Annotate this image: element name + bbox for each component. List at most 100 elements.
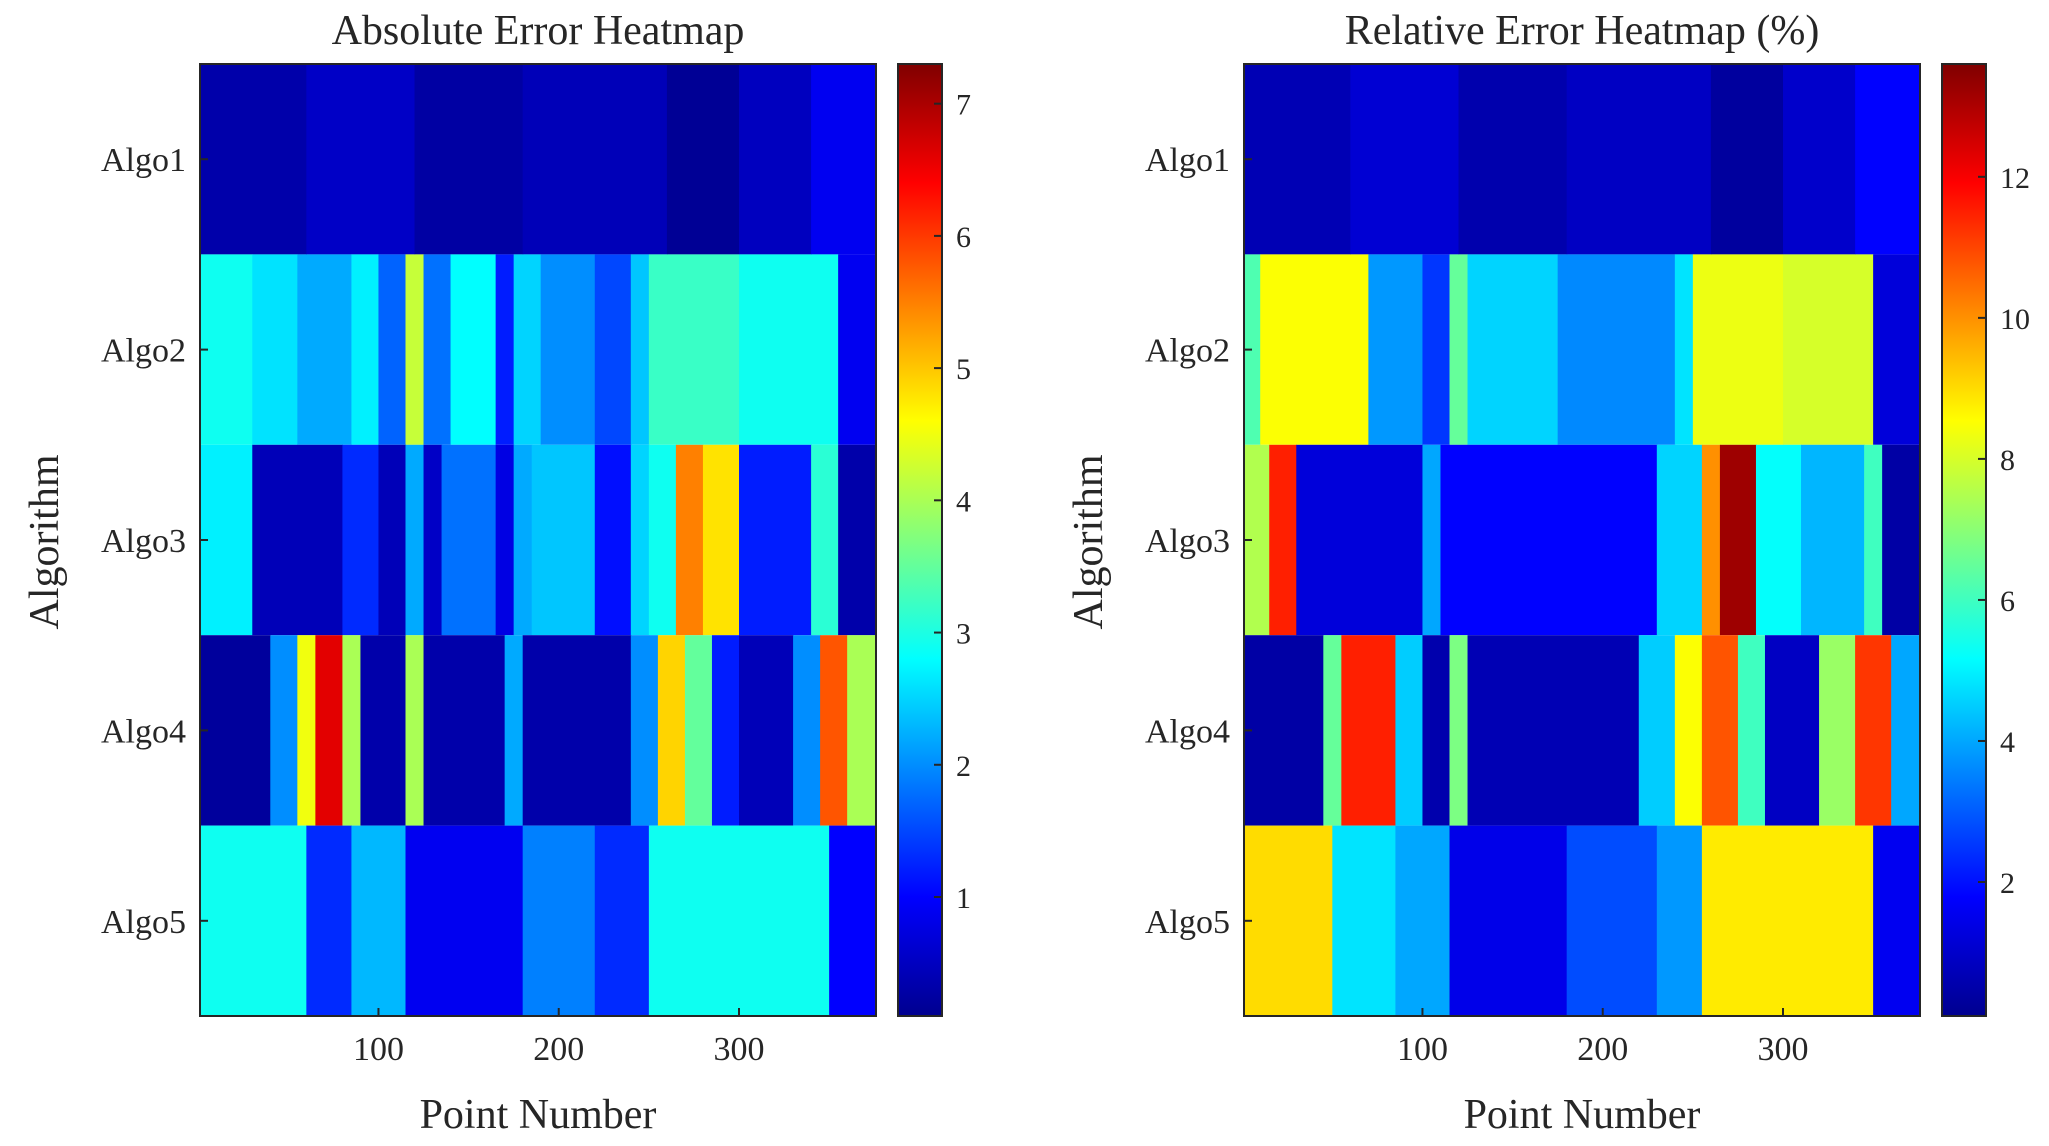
heatmap-cell — [1449, 254, 1469, 445]
heatmap-cell — [405, 254, 425, 445]
heatmap-cell — [739, 444, 812, 636]
heatmap-cell — [847, 635, 877, 826]
heatmap-cell — [441, 444, 497, 636]
heatmap-cell — [495, 444, 515, 636]
heatmap-cell — [1855, 635, 1892, 826]
heatmap-cell — [405, 825, 524, 1016]
heatmap-cell — [675, 444, 704, 636]
heatmap-cell — [252, 254, 298, 445]
heatmap-cell — [1891, 635, 1921, 826]
heatmap-cell — [1244, 825, 1333, 1016]
heatmap-cell — [1873, 825, 1921, 1016]
heatmap-cell — [811, 444, 839, 636]
heatmap-cell — [306, 825, 353, 1016]
x-tick-label: 200 — [533, 1031, 584, 1068]
heatmap-cell — [378, 444, 407, 636]
heatmap-cell — [200, 635, 271, 826]
heatmap-cell — [405, 444, 425, 636]
heatmap-cell — [1737, 635, 1766, 826]
heatmap-cell — [495, 254, 515, 445]
heatmap-cell — [1332, 825, 1397, 1016]
x-tick-label: 300 — [714, 1031, 765, 1068]
colorbar-tick-label: 7 — [956, 89, 971, 122]
heatmap-cell — [342, 635, 362, 826]
heatmap-cell — [1656, 825, 1703, 1016]
heatmap-cell — [630, 635, 659, 826]
heatmap-cell — [351, 825, 407, 1016]
heatmap-cell — [531, 444, 596, 636]
chart-title: Absolute Error Heatmap — [332, 8, 745, 54]
y-tick-label: Algo2 — [101, 333, 186, 370]
heatmap-cell — [1244, 254, 1261, 445]
y-tick-label: Algo2 — [1145, 333, 1230, 370]
heatmap-cell — [315, 635, 344, 826]
heatmap-cell — [252, 444, 344, 636]
heatmap-cell — [739, 64, 812, 255]
heatmap-cell — [1566, 64, 1712, 255]
heatmap-cell — [450, 254, 497, 445]
y-tick-label: Algo3 — [1145, 523, 1230, 560]
chart-title: Relative Error Heatmap (%) — [1345, 8, 1820, 54]
heatmap-cell — [1269, 444, 1297, 636]
heatmap-cell — [1566, 825, 1658, 1016]
plot-frame — [1243, 63, 1921, 1017]
heatmap-cell — [1656, 444, 1703, 636]
heatmap-cell — [1449, 635, 1469, 826]
heatmap-cell — [594, 444, 632, 636]
heatmap-cell — [342, 444, 380, 636]
x-tick-label: 300 — [1758, 1031, 1809, 1068]
plot-frame — [199, 63, 877, 1017]
colorbar-tick-label: 3 — [956, 618, 971, 651]
heatmap-cell — [1855, 64, 1921, 255]
y-tick-label: Algo5 — [1145, 904, 1230, 941]
heatmap-cell — [270, 635, 298, 826]
heatmap-cells — [200, 64, 877, 1016]
heatmap-cell — [522, 635, 632, 826]
heatmap-cell — [739, 254, 839, 445]
heatmap-cell — [1422, 444, 1442, 636]
colorbar-gradient — [1941, 63, 1987, 1017]
y-axis-label: Algorithm — [22, 454, 68, 629]
heatmap-cell — [666, 64, 740, 255]
y-tick-label: Algo4 — [1145, 713, 1230, 750]
y-tick-label: Algo5 — [101, 904, 186, 941]
absolute-error-panel: Absolute Error Heatmap Algorithm Point N… — [22, 8, 971, 1138]
colorbar-ticks: 2 4 6 8 10 12 — [1978, 162, 2030, 900]
y-tick-label: Algo4 — [101, 713, 186, 750]
heatmap-cells — [1244, 64, 1921, 1016]
colorbar-tick-label: 8 — [2000, 444, 2015, 477]
heatmap-cell — [648, 444, 677, 636]
colorbar-tick-label: 10 — [2000, 303, 2030, 336]
heatmap-cell — [1701, 444, 1721, 636]
heatmap-cell — [504, 635, 524, 826]
heatmap-cell — [594, 825, 650, 1016]
heatmap-cell — [351, 254, 380, 445]
heatmap-cell — [423, 635, 506, 826]
heatmap-cell — [423, 444, 443, 636]
heatmap-cell — [1864, 444, 1883, 636]
heatmap-cell — [1350, 64, 1460, 255]
heatmap-cell — [1395, 825, 1451, 1016]
colorbar-tick-label: 2 — [2000, 867, 2015, 900]
x-tick-label: 100 — [353, 1031, 404, 1068]
heatmap-cell — [297, 635, 316, 826]
heatmap-cell — [657, 635, 686, 826]
heatmap-cell — [1467, 635, 1640, 826]
heatmap-cell — [1701, 635, 1739, 826]
heatmap-cell — [1674, 635, 1703, 826]
colorbar: 1 2 3 4 5 6 7 — [897, 63, 971, 1017]
heatmap-cell — [739, 635, 794, 826]
heatmap-cell — [1710, 64, 1784, 255]
heatmap-cell — [1783, 64, 1856, 255]
colorbar-tick-label: 6 — [2000, 585, 2015, 618]
heatmap-cell — [838, 444, 877, 636]
heatmap-cell — [513, 444, 533, 636]
heatmap-cell — [829, 825, 877, 1016]
colorbar-tick-label: 1 — [956, 882, 971, 915]
heatmap-cell — [1638, 635, 1676, 826]
colorbar-tick-label: 5 — [956, 353, 971, 386]
y-axis-label: Algorithm — [1066, 454, 1112, 629]
heatmap-cell — [1801, 444, 1865, 636]
heatmap-cell — [630, 254, 650, 445]
heatmap-cell — [594, 254, 632, 445]
